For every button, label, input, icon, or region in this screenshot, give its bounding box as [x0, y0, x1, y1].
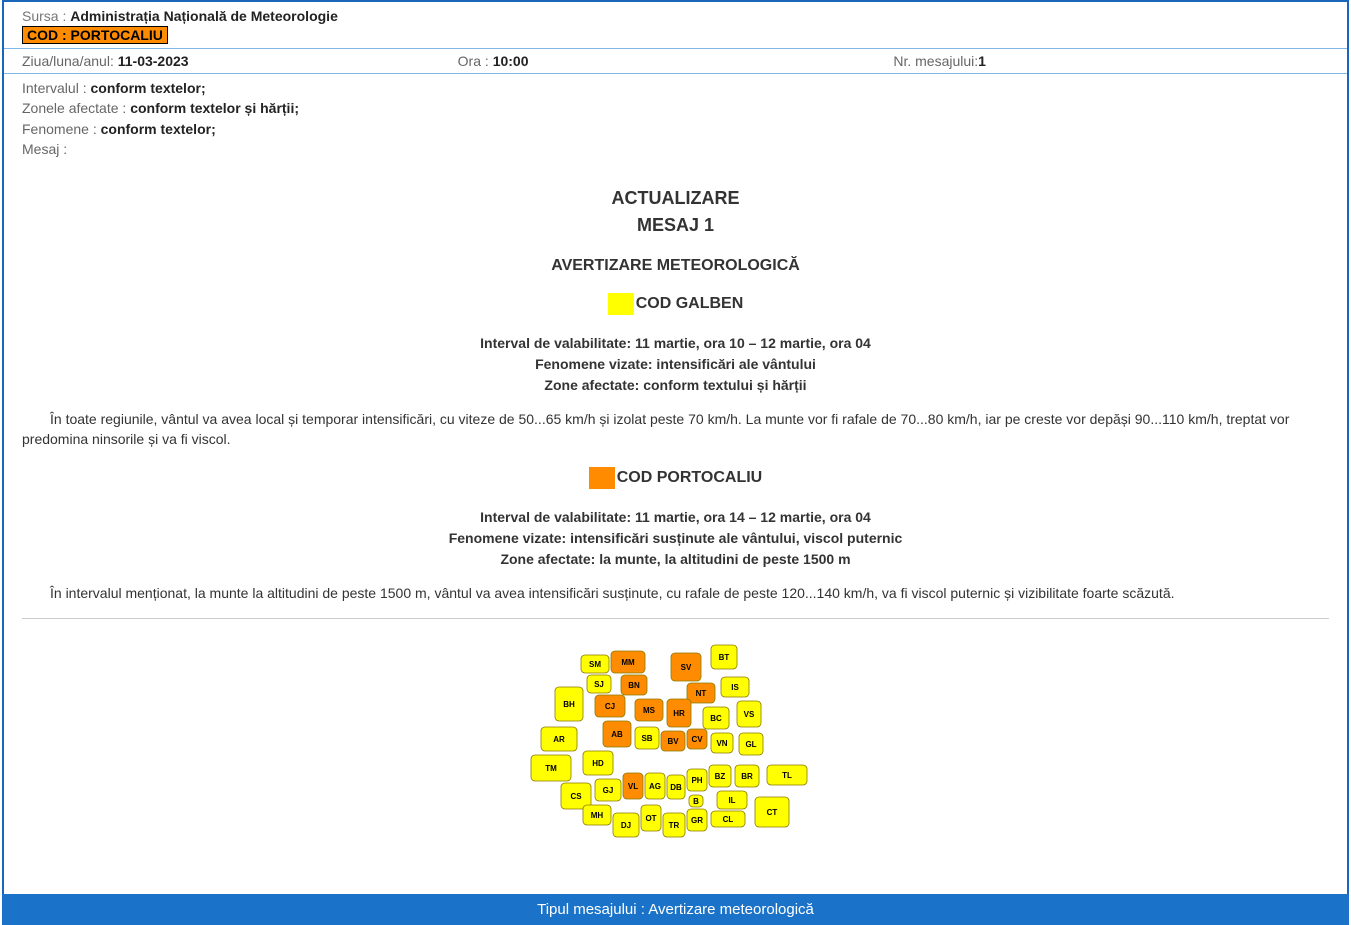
cod-badge: COD : PORTOCALIU: [22, 26, 168, 44]
code-orange-label: COD PORTOCALIU: [617, 470, 762, 487]
code-orange-line: COD PORTOCALIU: [4, 467, 1347, 489]
county-label-il: IL: [728, 796, 735, 805]
orange-fen: Fenomene vizate: intensificări susținute…: [449, 530, 903, 546]
county-label-sj: SJ: [594, 680, 604, 689]
msgnr-label: Nr. mesajului:: [893, 53, 978, 69]
county-label-vn: VN: [716, 739, 727, 748]
county-label-tm: TM: [545, 764, 557, 773]
yellow-interval: Interval de valabilitate: 11 martie, ora…: [480, 335, 871, 351]
orange-zone: Zone afectate: la munte, la altitudini d…: [500, 551, 850, 567]
zone-label: Zonele afectate :: [22, 100, 130, 116]
county-label-ag: AG: [649, 782, 661, 791]
county-label-bv: BV: [667, 737, 679, 746]
footer-bar: Tipul mesajului : Avertizare meteorologi…: [2, 894, 1349, 925]
county-label-br: BR: [741, 772, 753, 781]
message-title: ACTUALIZARE MESAJ 1: [4, 185, 1347, 239]
county-label-bz: BZ: [714, 772, 725, 781]
orange-interval: Interval de valabilitate: 11 martie, ora…: [480, 509, 871, 525]
meta-block: Intervalul : conform textelor; Zonele af…: [4, 78, 1347, 159]
date-value: 11-03-2023: [118, 53, 189, 69]
county-label-bn: BN: [628, 681, 640, 690]
mesaj-label: Mesaj :: [22, 141, 67, 157]
message-subtitle: AVERTIZARE METEOROLOGICĂ: [4, 257, 1347, 275]
county-label-bt: BT: [718, 653, 729, 662]
title-line2: MESAJ 1: [637, 215, 714, 235]
hour-label: Ora :: [458, 53, 493, 69]
county-label-cl: CL: [722, 815, 733, 824]
county-label-ab: AB: [611, 730, 623, 739]
code-yellow-label: COD GALBEN: [636, 295, 744, 312]
source-label: Sursa :: [22, 8, 70, 24]
county-label-ph: PH: [691, 776, 702, 785]
msgnr-value: 1: [978, 53, 986, 69]
orange-details: Interval de valabilitate: 11 martie, ora…: [4, 507, 1347, 570]
source-value: Administrația Națională de Meteorologie: [70, 8, 338, 24]
county-label-bc: BC: [710, 714, 722, 723]
interval-value: conform textelor;: [90, 80, 205, 96]
county-label-hd: HD: [592, 759, 604, 768]
fen-label: Fenomene :: [22, 121, 101, 137]
county-label-is: IS: [731, 683, 739, 692]
interval-label: Intervalul :: [22, 80, 90, 96]
county-label-dj: DJ: [620, 821, 630, 830]
romania-map: SM MM SV BT SJ BN NT IS BH CJ MS HR BC VS AR AB SB BV CV VN…: [511, 637, 841, 867]
county-label-db: DB: [670, 783, 682, 792]
hour-value: 10:00: [493, 53, 529, 69]
county-label-hr: HR: [673, 709, 685, 718]
county-label-ms: MS: [643, 706, 656, 715]
zone-value: conform textelor și hărții;: [130, 100, 299, 116]
county-label-vs: VS: [743, 710, 754, 719]
county-label-vl: VL: [627, 782, 637, 791]
county-label-tr: TR: [668, 821, 679, 830]
county-label-mm: MM: [621, 658, 635, 667]
county-label-nt: NT: [695, 689, 706, 698]
msgnr-cell: Nr. mesajului:1: [893, 53, 1329, 69]
county-label-gr: GR: [691, 816, 703, 825]
title-line1: ACTUALIZARE: [612, 188, 740, 208]
date-label: Ziua/luna/anul:: [22, 53, 118, 69]
date-cell: Ziua/luna/anul: 11-03-2023: [22, 53, 458, 69]
fen-value: conform textelor;: [101, 121, 216, 137]
county-label-ar: AR: [553, 735, 565, 744]
county-label-sm: SM: [589, 660, 601, 669]
yellow-paragraph: În toate regiunile, vântul va avea local…: [4, 410, 1347, 449]
county-label-cv: CV: [691, 735, 703, 744]
county-label-ot: OT: [645, 814, 656, 823]
county-label-cs: CS: [570, 792, 582, 801]
county-label-gj: GJ: [602, 786, 613, 795]
yellow-zone: Zone afectate: conform textului și hărți…: [544, 377, 806, 393]
code-yellow-line: COD GALBEN: [4, 293, 1347, 315]
swatch-orange-icon: [589, 467, 615, 489]
county-label-gl: GL: [745, 740, 756, 749]
county-label-mh: MH: [590, 811, 603, 820]
county-label-tl: TL: [782, 771, 792, 780]
county-label-sb: SB: [641, 734, 652, 743]
county-label-cj: CJ: [604, 702, 614, 711]
yellow-fen: Fenomene vizate: intensificări ale vântu…: [535, 356, 816, 372]
county-label-b: B: [693, 797, 699, 806]
hour-cell: Ora : 10:00: [458, 53, 894, 69]
yellow-details: Interval de valabilitate: 11 martie, ora…: [4, 333, 1347, 396]
orange-paragraph: În intervalul menționat, la munte la alt…: [4, 584, 1347, 604]
swatch-yellow-icon: [608, 293, 634, 315]
county-label-sv: SV: [680, 663, 691, 672]
county-label-ct: CT: [766, 808, 777, 817]
county-label-bh: BH: [563, 700, 575, 709]
